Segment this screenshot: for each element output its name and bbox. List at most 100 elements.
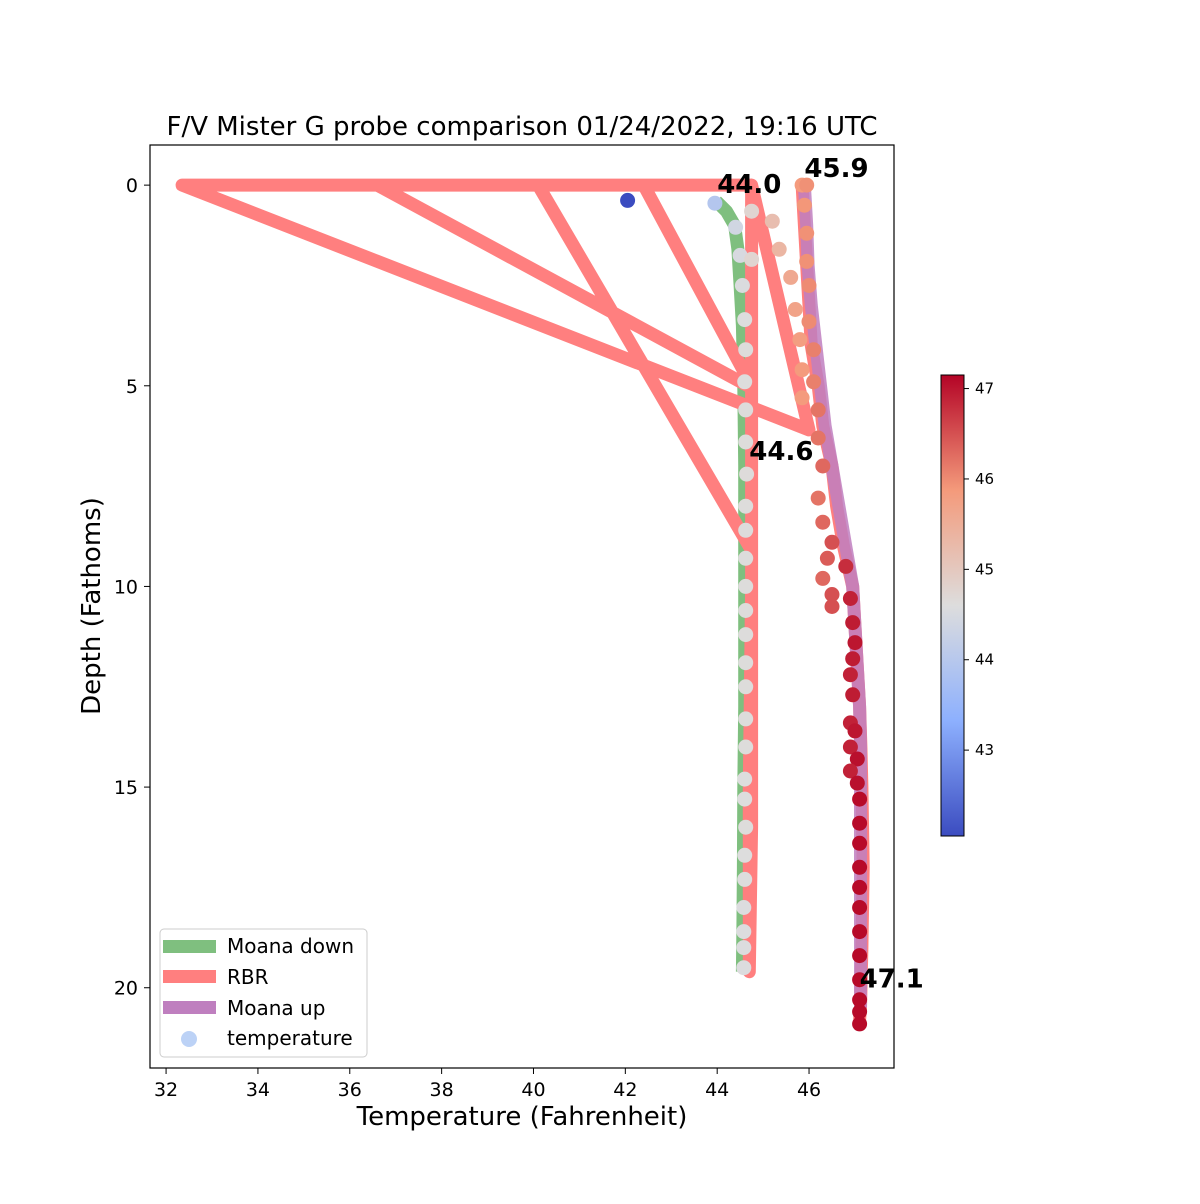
scatter-point-42 [799, 225, 815, 241]
scatter-point-38 [794, 390, 810, 406]
scatter-point-61 [847, 635, 863, 651]
scatter-point-49 [810, 430, 826, 446]
scatter-point-45 [801, 314, 817, 330]
scatter-layer [620, 177, 868, 1032]
scatter-point-12 [738, 522, 754, 538]
scatter-point-6 [738, 342, 754, 358]
scatter-point-4 [734, 278, 750, 293]
scatter-point-30 [744, 203, 760, 219]
scatter-point-24 [737, 847, 753, 863]
scatter-point-78 [852, 948, 868, 964]
annotation-label-1: 45.9 [804, 154, 868, 184]
y-axis-ticks: 0 5 10 15 20 [114, 175, 150, 1000]
scatter-point-15 [738, 603, 754, 618]
colorbar: 43 44 45 46 47 [940, 374, 994, 837]
scatter-point-74 [852, 859, 868, 875]
legend-frame [159, 928, 368, 1058]
scatter-point-69 [842, 763, 858, 779]
scatter-point-21 [737, 771, 753, 787]
x-tick-label-0: 32 [154, 1079, 178, 1101]
colorbar-tick-label-1: 44 [975, 651, 994, 669]
scatter-point-58 [842, 591, 858, 606]
scatter-point-3 [732, 247, 748, 263]
scatter-point-8 [738, 402, 754, 418]
scatter-point-36 [792, 332, 808, 348]
x-tick-label-1: 34 [246, 1079, 270, 1101]
scatter-point-41 [796, 197, 812, 213]
scatter-point-81 [852, 1004, 868, 1020]
y-tick-label-2: 10 [114, 576, 138, 598]
scatter-point-32 [764, 213, 780, 229]
scatter-point-48 [810, 402, 826, 418]
annotation-label-2: 44.6 [749, 437, 813, 467]
scatter-point-7 [737, 374, 753, 390]
series-layer [175, 178, 870, 1021]
x-tick-label-5: 42 [613, 1079, 637, 1101]
legend: Moana down RBR Moana up temperature [159, 928, 368, 1058]
scatter-point-40 [799, 177, 815, 193]
x-axis-ticks: 32 34 36 38 40 42 44 46 [154, 1068, 821, 1101]
scatter-point-20 [738, 739, 754, 755]
y-tick-label-3: 15 [114, 777, 138, 799]
scatter-point-73 [852, 835, 868, 851]
colorbar-gradient [940, 374, 965, 837]
scatter-point-60 [845, 615, 861, 631]
scatter-point-64 [845, 687, 861, 703]
y-tick-label-0: 0 [126, 175, 138, 197]
scatter-point-23 [738, 819, 754, 835]
annotation-layer: 44.0 45.9 44.6 47.1 [717, 154, 924, 995]
y-tick-label-4: 20 [114, 978, 138, 1000]
scatter-point-33 [771, 241, 787, 257]
scatter-point-63 [842, 667, 858, 683]
scatter-point-11 [738, 498, 754, 514]
scatter-point-55 [838, 558, 854, 574]
scatter-point-17 [738, 655, 754, 671]
scatter-point-72 [852, 815, 868, 831]
legend-swatch-moana-up [163, 1001, 216, 1014]
colorbar-ticks: 43 44 45 46 47 [964, 380, 994, 759]
colorbar-tick-label-4: 47 [975, 380, 994, 398]
scatter-point-10 [739, 466, 755, 482]
legend-label-moana-up: Moana up [227, 996, 325, 1020]
legend-label-moana-down: Moana down [227, 934, 354, 958]
scatter-point-1 [707, 195, 723, 211]
x-tick-label-6: 44 [705, 1079, 729, 1101]
scatter-point-0 [620, 192, 636, 208]
legend-swatch-rbr [163, 970, 216, 983]
scatter-point-22 [737, 791, 753, 807]
scatter-point-57 [824, 587, 840, 602]
scatter-point-52 [815, 514, 831, 530]
scatter-point-70 [849, 775, 865, 791]
y-axis-label: Depth (Fathoms) [77, 497, 107, 715]
colorbar-tick-label-0: 43 [975, 741, 994, 759]
legend-label-temperature: temperature [227, 1026, 353, 1050]
scatter-point-82 [852, 1016, 868, 1032]
chart-title: F/V Mister G probe comparison 01/24/2022… [166, 112, 877, 142]
legend-swatch-moana-down [163, 940, 216, 953]
scatter-point-79 [852, 972, 868, 988]
colorbar-tick-label-3: 46 [975, 470, 994, 488]
scatter-point-75 [852, 879, 868, 895]
annotation-label-3: 47.1 [860, 965, 924, 995]
scatter-point-77 [852, 924, 868, 940]
scatter-point-56 [815, 570, 831, 586]
scatter-point-13 [738, 550, 754, 566]
x-tick-label-4: 40 [521, 1079, 545, 1101]
scatter-point-18 [738, 679, 754, 695]
scatter-point-25 [737, 871, 753, 887]
scatter-point-19 [738, 711, 754, 727]
scatter-point-28 [736, 940, 752, 956]
scatter-point-2 [728, 219, 744, 235]
scatter-point-37 [794, 362, 810, 378]
scatter-point-16 [738, 627, 754, 643]
scatter-point-29 [736, 960, 752, 976]
scatter-point-46 [806, 342, 822, 358]
scatter-point-51 [810, 490, 826, 506]
plot-frame [149, 144, 895, 1069]
scatter-point-71 [852, 791, 868, 807]
scatter-point-27 [736, 924, 752, 940]
scatter-point-44 [801, 278, 817, 293]
scatter-point-26 [736, 900, 752, 915]
